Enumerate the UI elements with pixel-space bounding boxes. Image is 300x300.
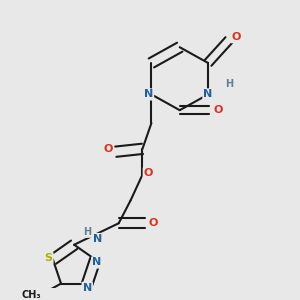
Text: O: O xyxy=(144,168,153,178)
Text: S: S xyxy=(44,253,52,263)
Text: O: O xyxy=(103,144,113,154)
Text: H: H xyxy=(83,227,92,237)
Text: N: N xyxy=(82,283,92,293)
Text: CH₃: CH₃ xyxy=(22,290,41,300)
Text: N: N xyxy=(203,89,213,99)
Text: O: O xyxy=(148,218,158,228)
Text: N: N xyxy=(144,89,153,99)
Text: O: O xyxy=(232,32,241,42)
Text: N: N xyxy=(93,234,102,244)
Text: O: O xyxy=(214,105,223,115)
Text: N: N xyxy=(92,257,101,267)
Text: H: H xyxy=(225,80,233,89)
